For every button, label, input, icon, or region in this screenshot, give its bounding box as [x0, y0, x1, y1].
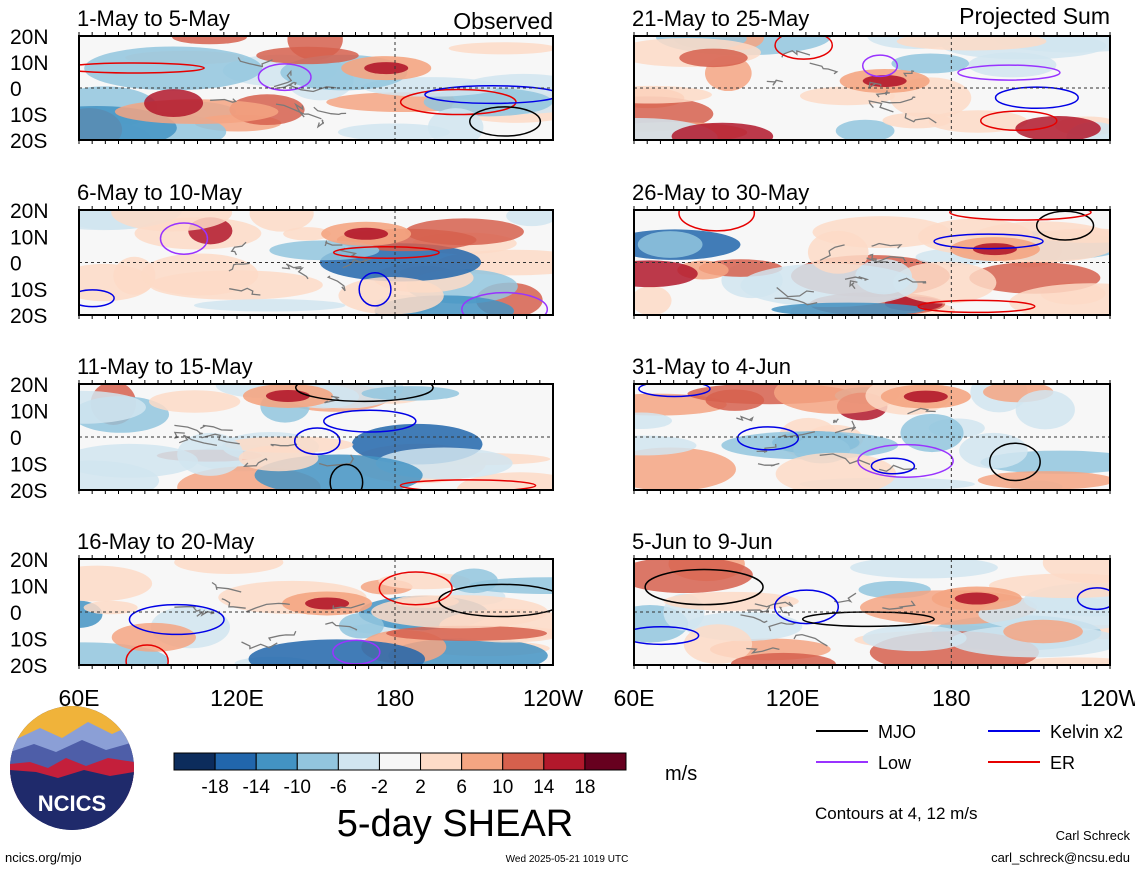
y-tick-label: 10N: [10, 401, 49, 424]
colorbar-tick-label: 10: [492, 777, 513, 798]
colorbar-tick-label: -10: [284, 777, 311, 798]
x-tick-label: 60E: [614, 685, 655, 711]
y-tick-label: 10S: [10, 454, 47, 477]
panel: 11-May to 15-May: [77, 354, 554, 494]
colorbar-swatch: [420, 752, 463, 771]
y-tick-label: 0: [10, 78, 22, 101]
projected-label: Projected Sum: [959, 3, 1110, 29]
x-tick-label: 180: [376, 685, 414, 711]
y-tick-label: 10N: [10, 52, 49, 75]
y-tick-label: 0: [10, 427, 22, 450]
observed-label: Observed: [453, 8, 553, 34]
y-tick-label: 10S: [10, 104, 47, 127]
y-tick-label: 20S: [10, 655, 47, 678]
y-tick-label: 10S: [10, 279, 47, 302]
x-tick-label: 120W: [1080, 685, 1135, 711]
legend-label: MJO: [878, 722, 916, 742]
legend: MJO Kelvin x2 Low ER: [816, 722, 1123, 773]
panel-title: 6-May to 10-May: [77, 180, 242, 205]
x-tick-label: 120E: [210, 685, 264, 711]
panel: 16-May to 20-May: [77, 529, 554, 669]
colorbar-swatch: [378, 752, 422, 771]
panel-title: 26-May to 30-May: [632, 180, 809, 205]
y-tick-label: 10N: [10, 226, 49, 249]
panel: 26-May to 30-May: [632, 180, 1111, 319]
panels-layer: 1-May to 5-May 6-May to 10-May 11-May to 1…: [77, 6, 1111, 669]
panel: 6-May to 10-May: [77, 180, 554, 319]
panel-title: 5-Jun to 9-Jun: [632, 529, 773, 554]
panel-title: 31-May to 4-Jun: [632, 354, 791, 379]
x-tick-label: 120E: [766, 685, 820, 711]
panel: 21-May to 25-May: [632, 6, 1111, 144]
colorbar-swatch: [214, 752, 257, 771]
colorbar-swatch: [461, 752, 504, 771]
ncics-logo: NCICS: [10, 706, 134, 830]
colorbar-tick-label: 18: [574, 777, 595, 798]
colorbar-tick-label: 14: [533, 777, 555, 798]
y-tick-label: 20S: [10, 305, 47, 328]
colorbar-swatch: [296, 752, 339, 771]
legend-label: Kelvin x2: [1050, 722, 1123, 742]
colorbar-swatch: [502, 752, 545, 771]
y-tick-labels: 20N 10N 0 10S 20S 20N 10N 0 10S 20S 20N 10N 0 10S 20S 2…: [10, 26, 49, 678]
logo-text: NCICS: [38, 791, 106, 816]
colorbar: -18 -14 -10 -6 -2 2 6 10 14 18: [173, 752, 627, 798]
colorbar-swatch: [543, 752, 586, 771]
y-tick-label: 10N: [10, 576, 49, 599]
colorbar-unit: m/s: [665, 763, 697, 785]
x-tick-label: 120W: [523, 685, 583, 711]
panel-title: 11-May to 15-May: [77, 354, 253, 379]
y-tick-label: 20N: [10, 200, 49, 223]
y-tick-label: 20N: [10, 26, 49, 49]
panel-title: 16-May to 20-May: [77, 529, 254, 554]
legend-label: Low: [878, 753, 912, 773]
y-tick-label: 0: [10, 253, 22, 276]
colorbar-swatch: [337, 752, 380, 771]
y-tick-label: 20N: [10, 374, 49, 397]
colorbar-tick-label: -2: [371, 777, 388, 798]
y-tick-label: 0: [10, 602, 22, 625]
panel: 1-May to 5-May: [77, 6, 554, 144]
legend-label: ER: [1050, 753, 1075, 773]
panel-title: 1-May to 5-May: [77, 6, 230, 31]
footer-url: ncics.org/mjo: [5, 850, 82, 865]
x-tick-label: 180: [932, 685, 970, 711]
legend-note: Contours at 4, 12 m/s: [815, 804, 978, 823]
y-tick-label: 10S: [10, 629, 47, 652]
colorbar-tick-label: -14: [242, 777, 270, 798]
panel: 5-Jun to 9-Jun: [632, 529, 1111, 669]
y-tick-label: 20S: [10, 130, 47, 153]
y-tick-label: 20N: [10, 549, 49, 572]
y-tick-label: 20S: [10, 480, 47, 503]
footer-email: carl_schreck@ncsu.edu: [991, 850, 1130, 865]
chart-title: 5-day SHEAR: [337, 803, 574, 845]
panel: 31-May to 4-Jun: [632, 354, 1111, 494]
colorbar-tick-label: 2: [415, 777, 426, 798]
footer-author: Carl Schreck: [1056, 828, 1131, 843]
panel-title: 21-May to 25-May: [632, 6, 809, 31]
footer-timestamp: Wed 2025-05-21 1019 UTC: [506, 854, 629, 865]
colorbar-swatch: [584, 752, 627, 771]
colorbar-tick-label: 6: [456, 777, 467, 798]
colorbar-tick-label: -6: [330, 777, 347, 798]
colorbar-tick-label: -18: [201, 777, 228, 798]
colorbar-swatch: [173, 752, 216, 771]
x-tick-labels: 60E 120E 180 120W 60E 120E 180 120W: [59, 685, 1135, 711]
colorbar-swatch: [255, 752, 298, 771]
